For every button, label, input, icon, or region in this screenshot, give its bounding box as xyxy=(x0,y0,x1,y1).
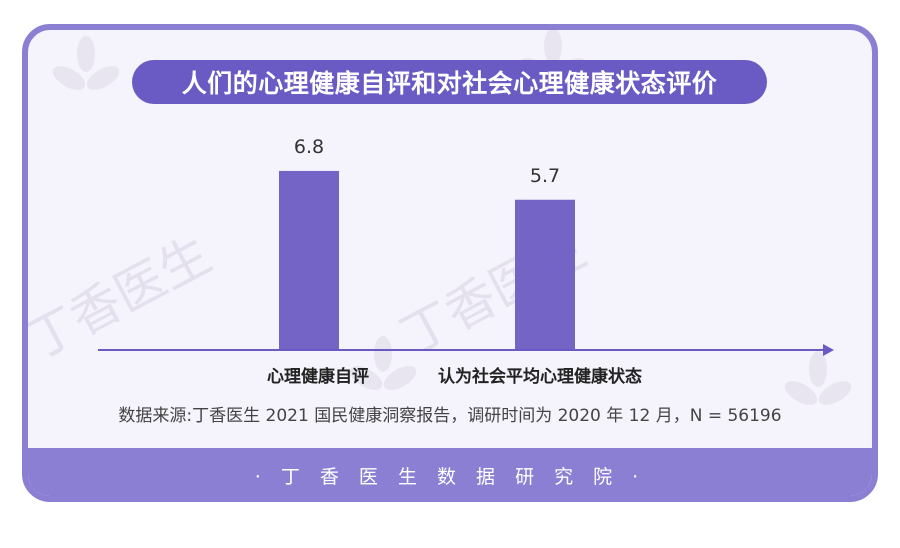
bar-chart: 6.8 心理健康自评 5.7 认为社会平均心理健康状态 xyxy=(98,136,834,387)
category-label: 认为社会平均心理健康状态 xyxy=(438,366,642,387)
chart-card: 丁香医生 丁香医生 人们的心理健康自评和对社会心理健康状态评价 6.8 心理健康自… xyxy=(22,24,878,502)
data-label: 5.7 xyxy=(530,165,560,187)
bar xyxy=(515,199,575,349)
title-banner: 人们的心理健康自评和对社会心理健康状态评价 xyxy=(132,60,767,104)
data-label: 6.8 xyxy=(294,136,324,158)
x-axis-arrow-icon xyxy=(823,344,834,356)
category-label: 心理健康自评 xyxy=(267,366,369,387)
flower-icon xyxy=(784,351,852,405)
flower-icon xyxy=(52,36,120,90)
footer-text: · 丁 香 医 生 数 据 研 究 院 · xyxy=(254,465,646,488)
bar xyxy=(279,170,339,349)
flower-icon xyxy=(349,336,417,390)
footer-banner: · 丁 香 医 生 数 据 研 究 院 · xyxy=(28,448,872,496)
source-note: 数据来源:丁香医生 2021 国民健康洞察报告，调研时间为 2020 年 12 … xyxy=(118,406,782,426)
chart-title: 人们的心理健康自评和对社会心理健康状态评价 xyxy=(181,69,718,98)
